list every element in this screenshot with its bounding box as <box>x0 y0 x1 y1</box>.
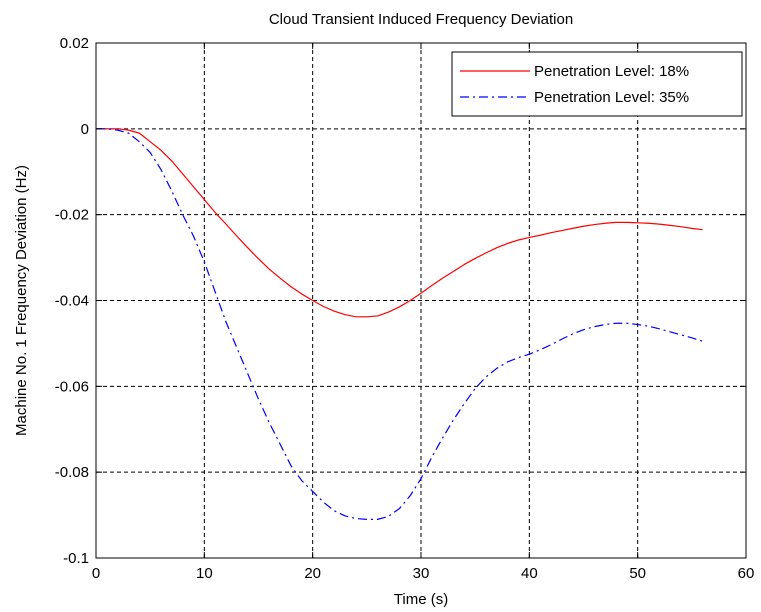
y-axis-title: Machine No. 1 Frequency Deviation (Hz) <box>13 165 30 436</box>
x-tick-label: 30 <box>413 565 430 582</box>
y-tick-label: -0.02 <box>55 207 89 224</box>
x-tick-label: 20 <box>304 565 321 582</box>
x-tick-label: 10 <box>196 565 213 582</box>
legend-label-1: Penetration Level: 18% <box>534 63 689 80</box>
legend-label-2: Penetration Level: 35% <box>534 89 689 106</box>
y-tick-label: -0.04 <box>55 293 89 310</box>
x-tick-label: 0 <box>92 565 100 582</box>
y-tick-label: -0.1 <box>63 550 89 567</box>
x-axis-title: Time (s) <box>394 591 448 608</box>
y-tick-label: 0 <box>81 121 89 138</box>
y-tick-label: -0.08 <box>55 464 89 481</box>
chart-title: Cloud Transient Induced Frequency Deviat… <box>269 11 573 28</box>
legend-box <box>451 51 743 117</box>
x-tick-label: 40 <box>521 565 538 582</box>
series-line-1 <box>96 128 703 318</box>
axis-ticks: 0 10 20 30 40 50 60 0.02 0 -0.02 -0.04 -0.06 -0.08 -0… <box>55 35 755 582</box>
x-tick-label: 50 <box>629 565 646 582</box>
series-lines <box>96 128 703 520</box>
grid-lines <box>96 43 746 558</box>
legend: Penetration Level: 18% Penetration Level:… <box>451 51 743 117</box>
x-tick-label: 60 <box>738 565 755 582</box>
y-tick-label: -0.06 <box>55 378 89 395</box>
y-tick-label: 0.02 <box>60 35 89 52</box>
series-line-2 <box>96 128 703 520</box>
